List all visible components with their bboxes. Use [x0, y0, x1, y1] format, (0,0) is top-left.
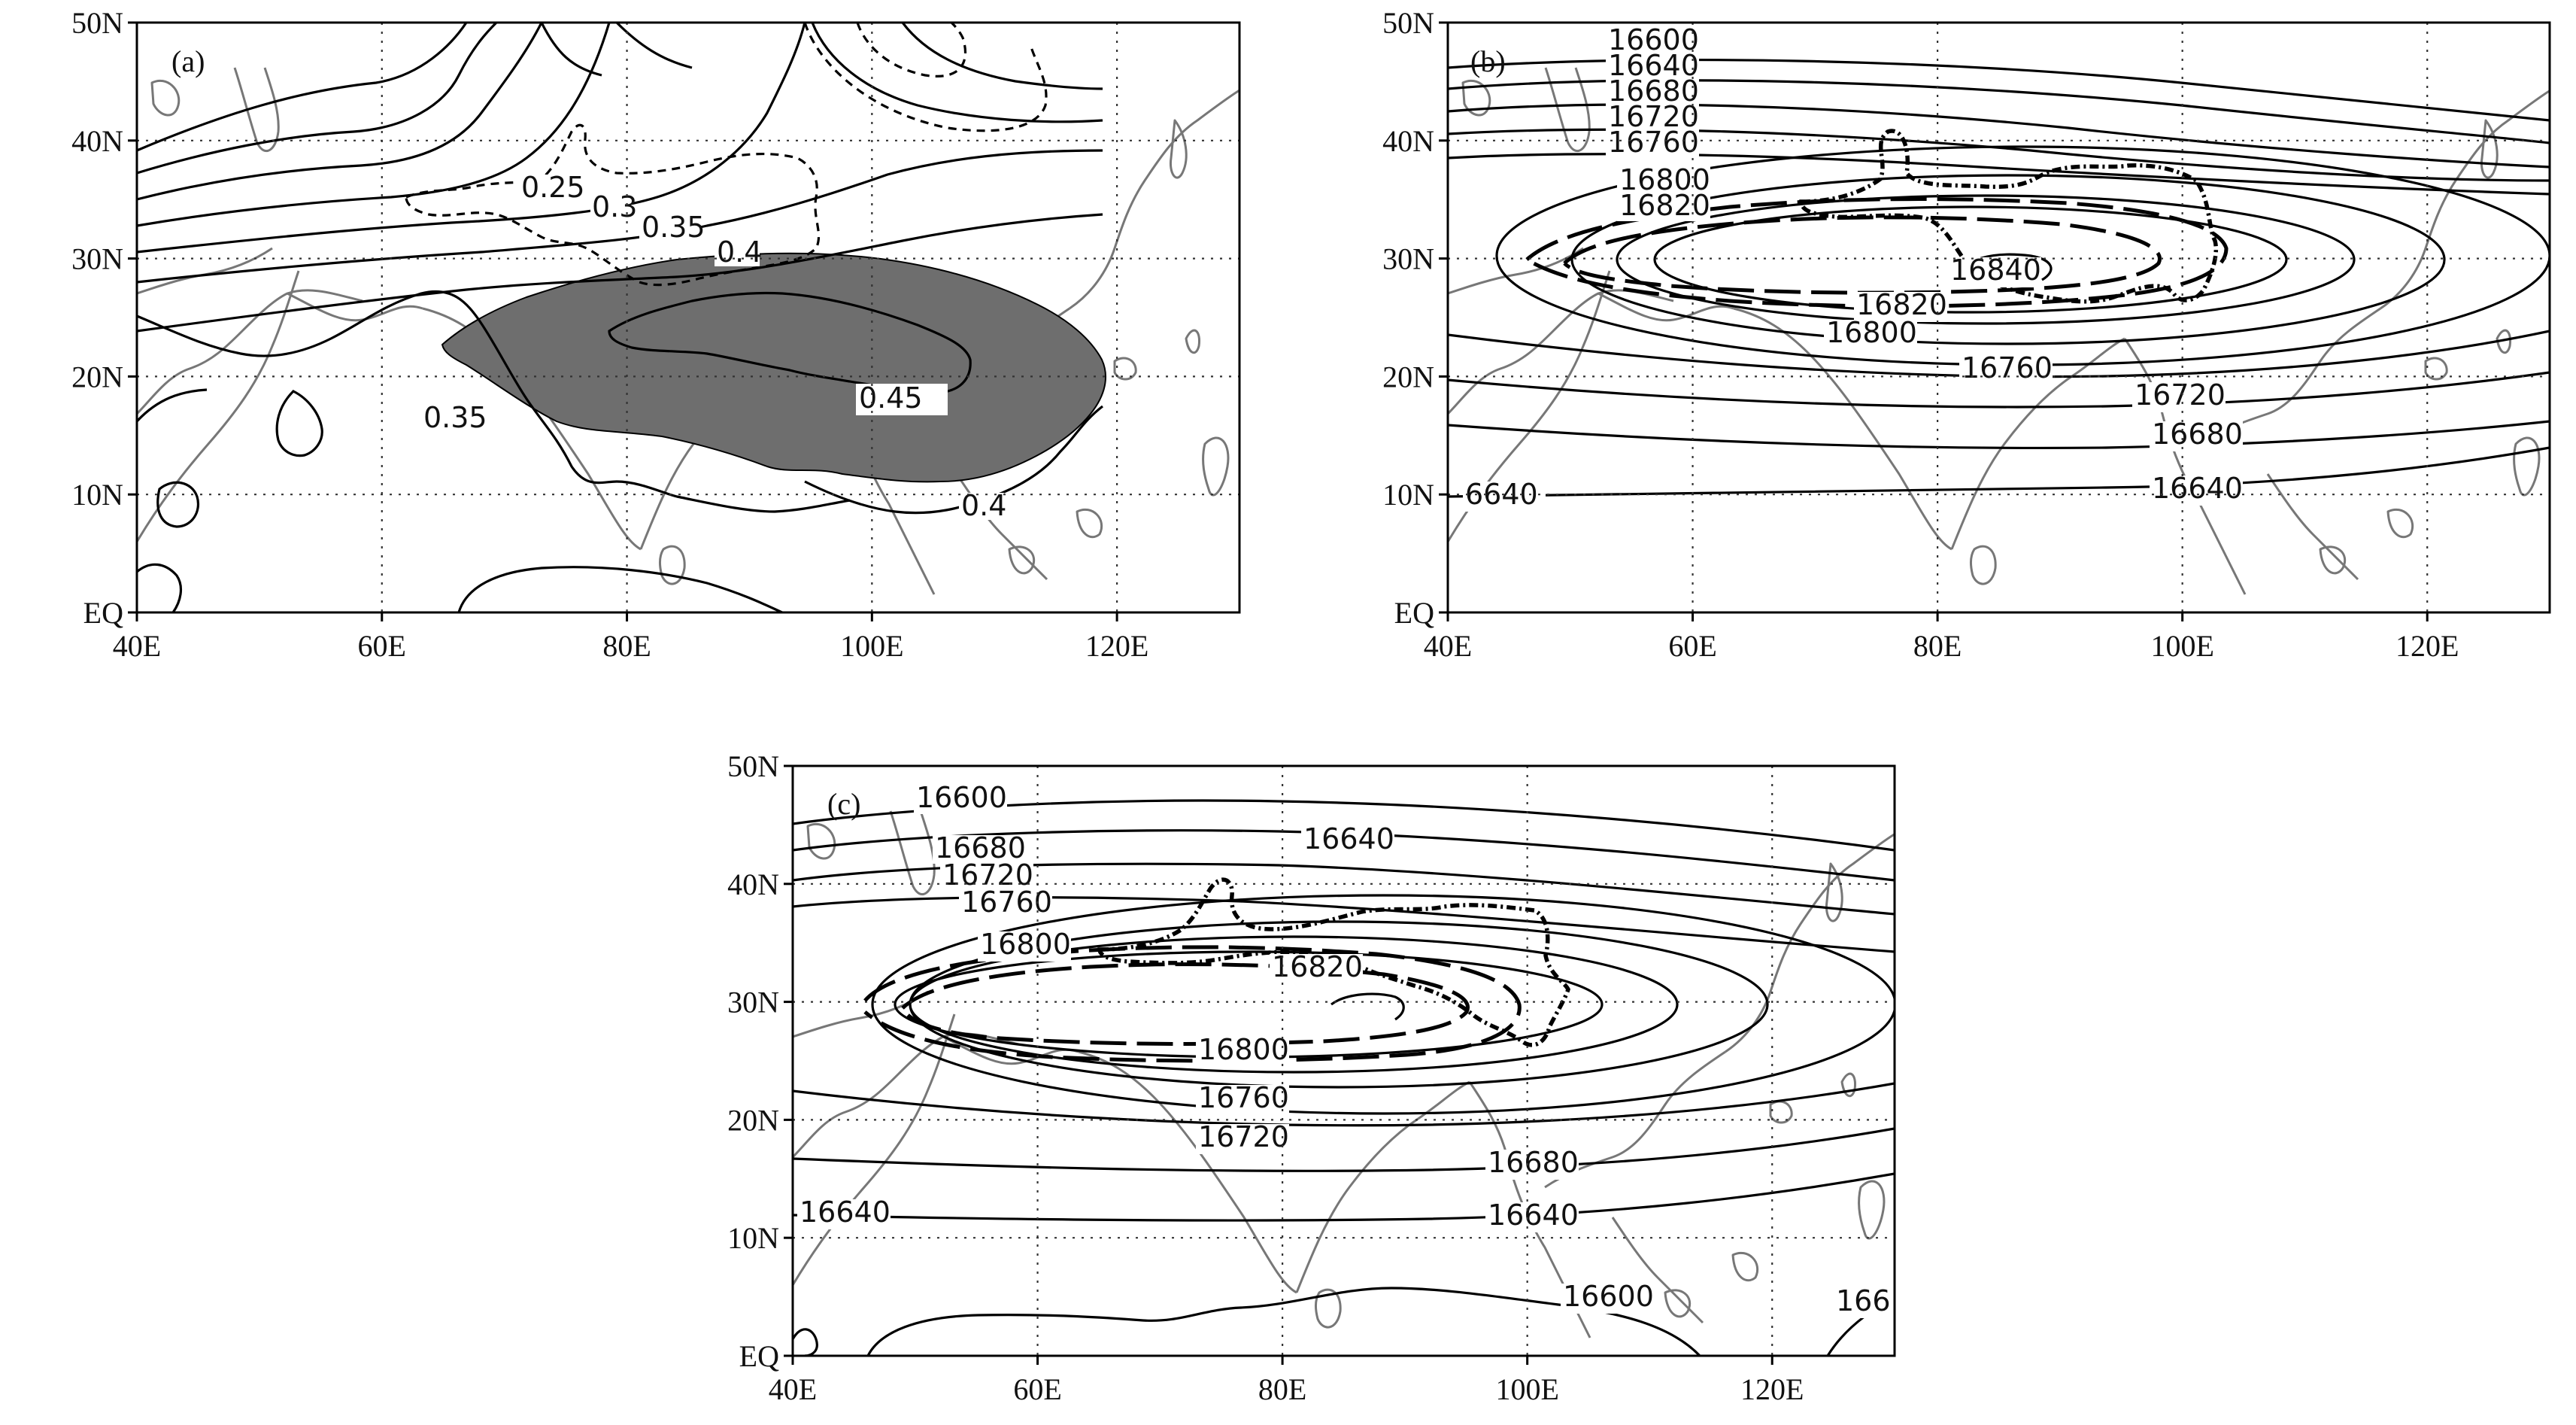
contour-label: 0.25 — [521, 171, 585, 204]
contour-label: 16760 — [961, 886, 1052, 919]
contour-label: 0.45 — [859, 381, 923, 415]
lat-tick-label: 20N — [1382, 360, 1434, 393]
map-frame — [1446, 21, 2551, 614]
lat-tick-label: 40N — [727, 867, 779, 901]
contour-label: 16600 — [1608, 23, 1699, 56]
lon-tick-label: 120E — [2395, 629, 2459, 663]
contour-label: 16680 — [1488, 1146, 1579, 1179]
lat-tick-label: 30N — [1382, 242, 1434, 276]
contour-label: 16720 — [1608, 100, 1699, 133]
contour-label: 16600 — [916, 781, 1007, 814]
contour-label: 16720 — [942, 858, 1033, 892]
panel-c-contour-labels: 16600 16640 16680 16720 16760 16800 1682… — [797, 781, 1894, 1318]
lat-tick-label: EQ — [1394, 596, 1434, 630]
contour-label: 16760 — [1198, 1081, 1289, 1114]
lat-tick-label: 10N — [1382, 478, 1434, 512]
lat-tick-label: 20N — [71, 360, 123, 393]
lon-tick-label: 60E — [1013, 1372, 1061, 1406]
contour-label: 16800 — [1619, 163, 1710, 196]
lat-tick-label: EQ — [83, 596, 123, 630]
lon-tick-label: 60E — [358, 629, 406, 663]
contour-label: 16800 — [1198, 1033, 1289, 1066]
contour-label: 16800 — [980, 928, 1071, 961]
contour-label: 16820 — [1856, 288, 1947, 321]
map-frame — [791, 764, 1896, 1357]
lon-tick-label: 40E — [769, 1372, 817, 1406]
contour-label: 16680 — [2152, 418, 2243, 451]
contour-label: 16640 — [1303, 822, 1394, 855]
panel-a-axes: 40E 60E 80E 100E 120E 50N 40N 30N 20N 10N EQ — [71, 6, 1241, 663]
panel-c: 16600 16640 16680 16720 16760 16800 1682… — [793, 781, 1895, 1356]
lon-tick-label: 120E — [1740, 1372, 1804, 1406]
lon-tick-label: 40E — [113, 629, 161, 663]
lon-tick-label: 100E — [2150, 629, 2213, 663]
lon-tick-label: 80E — [602, 629, 651, 663]
contour-label: 6640 — [1465, 478, 1538, 511]
contour-label: 16820 — [1272, 950, 1363, 983]
contour-label: 16800 — [1826, 316, 1917, 349]
lat-tick-label: 50N — [727, 749, 779, 783]
contour-label: 166 — [1836, 1284, 1891, 1317]
panel-b-axes: 40E 60E 80E 100E 120E 50N 40N 30N 20N 10N EQ — [1382, 6, 2551, 663]
lat-tick-label: 40N — [1382, 124, 1434, 158]
contour-label: 16720 — [1198, 1120, 1289, 1153]
lon-tick-label: 80E — [1913, 629, 1962, 663]
lat-tick-label: 10N — [727, 1221, 779, 1255]
lon-tick-label: 80E — [1258, 1372, 1306, 1406]
contour-label: 16820 — [1619, 189, 1710, 222]
lat-tick-label: 50N — [71, 6, 123, 40]
contour-label: 16640 — [2152, 472, 2243, 505]
lat-tick-label: 50N — [1382, 6, 1434, 40]
contour-label: 16640 — [1488, 1199, 1579, 1232]
contour-label: 0.3 — [592, 190, 637, 223]
lat-tick-label: 10N — [71, 478, 123, 512]
panel-b: 16600 16640 16680 16720 16760 16800 1682… — [1448, 23, 2550, 596]
contour-label: 16680 — [1608, 74, 1699, 108]
contour-label: 16720 — [2135, 378, 2226, 412]
lat-tick-label: 30N — [71, 242, 123, 276]
contour-label: 16640 — [1608, 49, 1699, 82]
contour-label: 16600 — [1563, 1280, 1654, 1313]
contour-label: 0.4 — [717, 235, 762, 269]
contour-label: 16640 — [800, 1196, 891, 1229]
lon-tick-label: 120E — [1085, 629, 1148, 663]
lon-tick-label: 40E — [1424, 629, 1472, 663]
panel-a-contour-labels: 0.25 0.3 0.35 0.4 0.45 0.35 0.4 — [421, 171, 1006, 522]
panel-a-label: (a) — [171, 44, 205, 78]
lat-tick-label: 30N — [727, 986, 779, 1019]
panel-b-contour-labels: 16600 16640 16680 16720 16760 16800 1682… — [1463, 23, 2243, 512]
map-frame — [135, 21, 1241, 614]
panel-c-label: (c) — [827, 787, 860, 821]
lon-tick-label: 100E — [1495, 1372, 1558, 1406]
lat-tick-label: EQ — [739, 1339, 779, 1373]
panel-c-axes: 40E 60E 80E 100E 120E 50N 40N 30N 20N 10N EQ — [727, 749, 1896, 1406]
contour-label: 16760 — [1962, 351, 2053, 384]
contour-label: 0.35 — [423, 401, 487, 434]
panel-b-label: (b) — [1470, 44, 1506, 78]
contour-label: 16760 — [1608, 126, 1699, 159]
lat-tick-label: 20N — [727, 1103, 779, 1137]
panel-a: 0.25 0.3 0.35 0.4 0.45 0.35 0.4 (a) — [137, 23, 1239, 612]
lon-tick-label: 100E — [840, 629, 903, 663]
lat-tick-label: 40N — [71, 124, 123, 158]
lon-tick-label: 60E — [1668, 629, 1716, 663]
contour-label: 16680 — [935, 831, 1026, 864]
contour-label: 0.35 — [642, 211, 705, 244]
